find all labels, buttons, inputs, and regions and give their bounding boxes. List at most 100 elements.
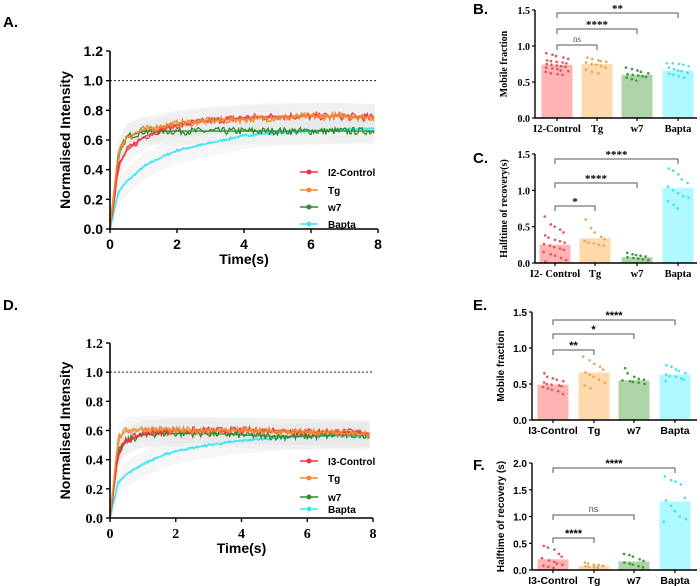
data-point xyxy=(544,70,548,74)
data-point xyxy=(644,75,648,79)
data-point xyxy=(674,368,678,371)
data-point xyxy=(663,475,667,478)
bar-0 xyxy=(537,384,569,420)
data-point xyxy=(586,562,590,565)
panel-label: B. xyxy=(473,1,488,18)
error-band xyxy=(110,420,370,518)
fit-line-w7 xyxy=(109,432,370,519)
significance-label: **** xyxy=(586,19,609,31)
data-point xyxy=(677,62,681,66)
x-tick-label: w7 xyxy=(626,425,641,437)
data-point xyxy=(643,382,646,386)
data-point xyxy=(567,69,570,73)
significance-bracket xyxy=(552,333,635,339)
data-point xyxy=(671,189,675,192)
data-point xyxy=(624,66,628,69)
x-tick-label: Bapta xyxy=(660,575,689,586)
data-point xyxy=(584,564,587,568)
x-axis-label: Time(s) xyxy=(219,251,269,267)
data-point xyxy=(557,552,561,556)
data-point xyxy=(631,73,634,77)
data-point xyxy=(590,70,594,74)
data-point xyxy=(601,564,605,568)
data-point xyxy=(671,169,675,173)
legend-label: Bapta xyxy=(328,220,356,231)
data-point xyxy=(584,61,588,64)
data-point xyxy=(565,61,568,65)
bar-0 xyxy=(537,559,569,570)
data-point xyxy=(671,61,675,65)
data-point xyxy=(597,243,601,247)
data-point xyxy=(664,373,668,376)
data-point xyxy=(639,70,643,74)
y-tick-label: 0.0 xyxy=(86,512,104,527)
data-point xyxy=(559,69,562,72)
x-tick-label: I3-Control xyxy=(528,575,578,586)
data-point xyxy=(550,63,553,67)
data-point xyxy=(666,185,670,188)
y-tick-label: 1.5 xyxy=(513,308,527,319)
data-point xyxy=(543,215,547,218)
data-point xyxy=(593,231,596,234)
panel-e: E. 0.0 0.5 1.0 1.5 I3-Control Tg w7 Bapta Mobile … xyxy=(473,297,697,437)
error-band xyxy=(110,417,370,518)
data-point xyxy=(589,387,592,390)
significance-label: * xyxy=(572,196,578,208)
significance-label: * xyxy=(591,324,596,336)
significance-bracket xyxy=(552,467,676,473)
data-point xyxy=(641,74,644,78)
data-point xyxy=(543,234,547,237)
data-point xyxy=(584,218,588,221)
data-point xyxy=(562,379,565,383)
data-point xyxy=(598,365,602,369)
y-tick-label: 0.5 xyxy=(518,78,531,89)
data-point xyxy=(625,76,628,79)
data-point xyxy=(562,231,565,234)
data-point xyxy=(542,544,546,548)
significance-label: ns xyxy=(573,34,582,44)
data-point xyxy=(592,566,596,569)
y-tick-label: 1.2 xyxy=(86,337,104,352)
significance-bracket xyxy=(556,44,598,50)
data-point xyxy=(672,73,675,77)
data-point xyxy=(558,228,562,231)
data-point xyxy=(621,379,624,382)
data-point xyxy=(561,392,565,396)
bar-2 xyxy=(621,74,653,118)
data-point xyxy=(596,566,600,570)
panel-label: A. xyxy=(3,14,18,31)
data-point xyxy=(601,368,605,371)
data-point xyxy=(631,380,635,384)
data-point xyxy=(628,553,631,557)
data-point xyxy=(674,375,678,379)
significance-label: **** xyxy=(605,310,623,322)
data-point xyxy=(631,555,635,558)
data-point xyxy=(553,225,556,228)
data-point xyxy=(642,559,645,563)
data-point xyxy=(545,51,548,55)
data-point xyxy=(670,365,673,369)
data-point xyxy=(677,173,680,176)
data-point xyxy=(626,371,629,375)
data-point xyxy=(540,556,544,560)
data-point xyxy=(549,72,553,75)
data-point xyxy=(587,565,590,569)
x-tick-label: 4 xyxy=(238,527,245,542)
legend-label: I3-Control xyxy=(328,457,375,468)
data-point xyxy=(545,59,549,62)
y-tick-label: 1.2 xyxy=(84,43,104,59)
data-point xyxy=(550,388,554,392)
data-point xyxy=(681,194,685,198)
data-point xyxy=(545,382,549,386)
data-point xyxy=(597,378,601,381)
data-point xyxy=(678,515,681,518)
data-point xyxy=(564,65,567,69)
data-point xyxy=(552,566,555,570)
significance-bracket xyxy=(556,12,679,18)
legend-marker xyxy=(306,494,312,500)
data-point xyxy=(552,560,556,564)
data-point xyxy=(583,239,586,243)
x-tick-label: 8 xyxy=(370,527,377,542)
data-point xyxy=(672,67,676,71)
